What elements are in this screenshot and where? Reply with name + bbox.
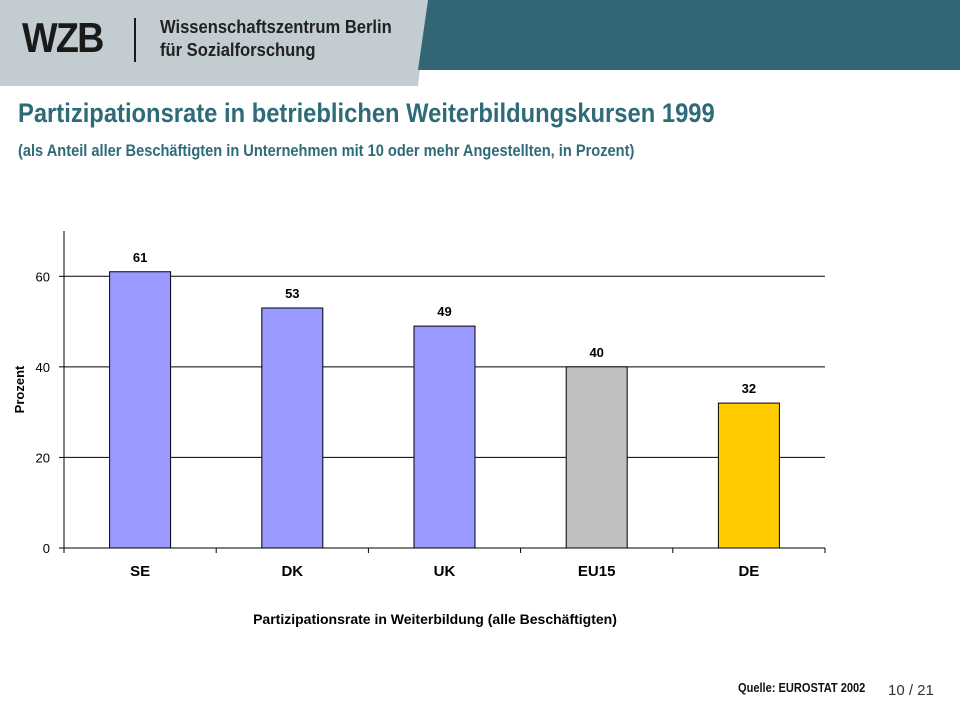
x-axis-title: Partizipationsrate in Weiterbildung (all… (253, 611, 617, 627)
bar-UK (413, 325, 476, 549)
data-label: 32 (742, 381, 756, 396)
data-label: 53 (285, 286, 299, 301)
bar-EU15 (565, 366, 628, 549)
data-label: 49 (437, 304, 451, 319)
y-tick-label: 60 (36, 269, 50, 284)
header-band: WZB Wissenschaftszentrum Berlin für Sozi… (0, 0, 960, 86)
category-label: DK (281, 563, 303, 580)
source-note: Quelle: EUROSTAT 2002 (738, 680, 866, 695)
slide-title: Partizipationsrate in betrieblichen Weit… (18, 98, 715, 128)
logo-divider (134, 18, 136, 62)
y-tick-label: 20 (36, 450, 50, 465)
y-tick-label: 40 (36, 360, 50, 375)
bar-DE (717, 402, 780, 549)
category-label: EU15 (578, 563, 616, 580)
organization-name: Wissenschaftszentrum Berlin für Sozialfo… (160, 16, 392, 62)
org-name-line2: für Sozialforschung (160, 40, 316, 60)
category-label: SE (130, 563, 150, 580)
category-label: UK (434, 563, 456, 580)
slide-subtitle: (als Anteil aller Beschäftigten in Unter… (18, 141, 635, 160)
header-background (0, 0, 960, 86)
category-label: DE (738, 563, 759, 580)
data-label: 40 (589, 345, 603, 360)
wzb-logo: WZB (22, 14, 104, 61)
y-axis-title: Prozent (12, 365, 27, 413)
page-number: 10 / 21 (888, 682, 934, 699)
y-tick-label: 0 (43, 541, 50, 556)
data-label: 61 (133, 250, 147, 265)
org-name-line1: Wissenschaftszentrum Berlin (160, 17, 392, 37)
bar-DK (261, 307, 324, 549)
bar-SE (109, 271, 172, 549)
